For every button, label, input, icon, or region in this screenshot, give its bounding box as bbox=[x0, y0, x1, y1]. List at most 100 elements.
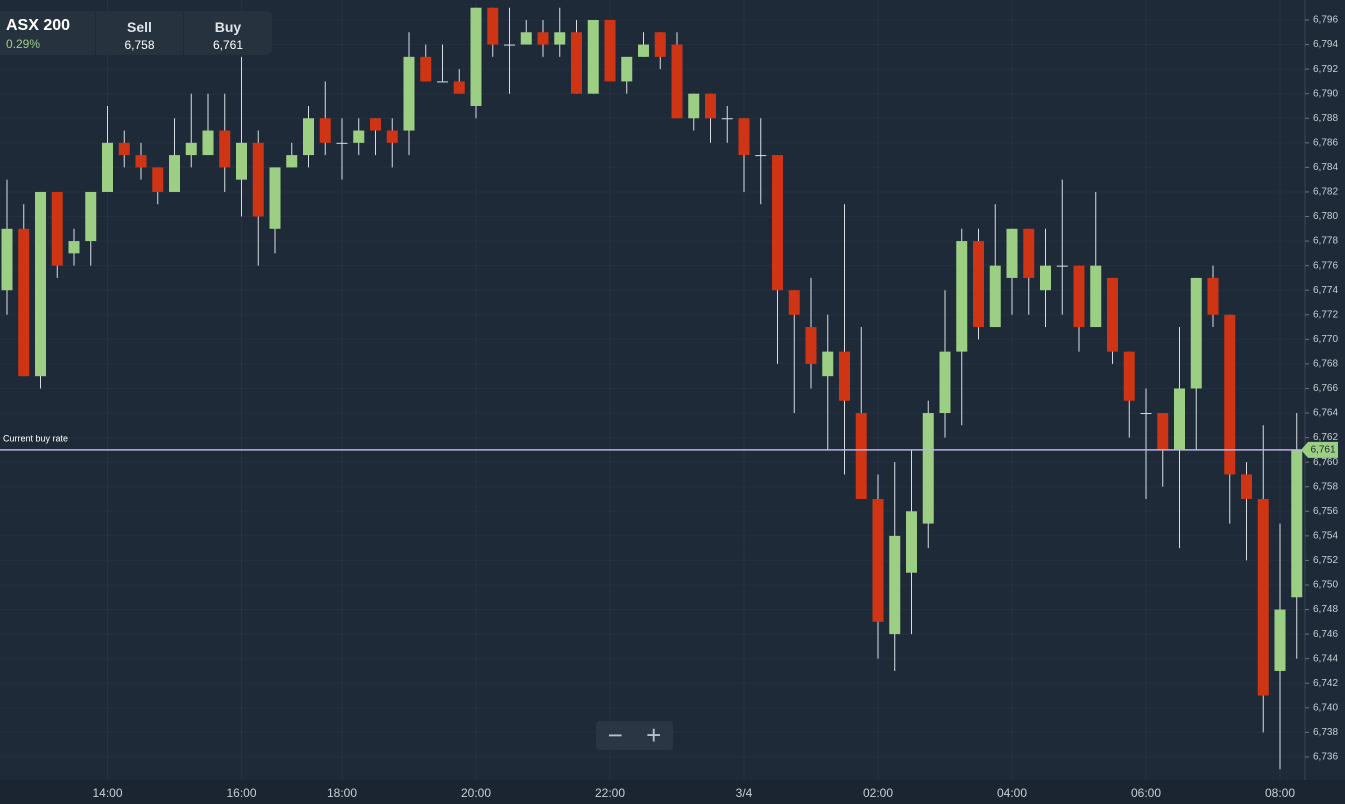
current-rate-tag bbox=[1301, 441, 1338, 458]
candle-body bbox=[1073, 265, 1085, 328]
y-tick-label: 6,764 bbox=[1313, 408, 1338, 419]
y-tick-label: 6,766 bbox=[1313, 383, 1338, 394]
candle-body bbox=[788, 290, 800, 315]
candle-body bbox=[872, 499, 884, 622]
y-tick-label: 6,746 bbox=[1313, 629, 1338, 640]
x-tick-label: 20:00 bbox=[461, 786, 491, 800]
candle-body bbox=[1056, 265, 1068, 267]
candle-body bbox=[118, 142, 130, 156]
x-axis-band bbox=[0, 780, 1345, 804]
candle-body bbox=[839, 351, 850, 401]
candle-body bbox=[939, 351, 951, 414]
instrument-box: ASX 200 0.29% bbox=[0, 11, 96, 55]
candle-body bbox=[1, 228, 13, 291]
candle-body bbox=[956, 241, 968, 352]
candle-body bbox=[51, 191, 63, 266]
candle-body bbox=[135, 155, 147, 168]
y-tick-label: 6,786 bbox=[1313, 137, 1338, 148]
candle-body bbox=[1241, 474, 1252, 500]
candle-body bbox=[437, 81, 448, 83]
candle-body bbox=[68, 241, 80, 254]
y-tick-label: 6,736 bbox=[1313, 752, 1338, 763]
candle-body bbox=[252, 142, 264, 217]
zoom-in[interactable]: + bbox=[646, 720, 662, 750]
buy-button[interactable]: Buy 6,761 bbox=[184, 11, 272, 55]
candle-body bbox=[152, 167, 164, 192]
y-tick-label: 6,756 bbox=[1313, 506, 1338, 517]
candle-body bbox=[1023, 228, 1035, 278]
candle-body bbox=[772, 155, 783, 291]
candle-body bbox=[386, 130, 398, 143]
candle-body bbox=[1040, 265, 1051, 291]
candle-body bbox=[805, 327, 817, 364]
candle-body bbox=[638, 44, 649, 57]
y-tick-label: 6,796 bbox=[1313, 15, 1338, 26]
y-tick-label: 6,770 bbox=[1313, 334, 1338, 345]
y-tick-label: 6,742 bbox=[1313, 678, 1338, 689]
candle-body bbox=[470, 7, 482, 106]
candle-body bbox=[1123, 351, 1135, 401]
candle-body bbox=[1006, 228, 1018, 278]
candle-body bbox=[453, 81, 465, 94]
y-tick-label: 6,792 bbox=[1313, 64, 1338, 75]
candle-body bbox=[1107, 277, 1118, 352]
candle-body bbox=[1257, 499, 1269, 696]
candle-body bbox=[671, 44, 683, 119]
x-tick-label: 22:00 bbox=[595, 786, 625, 800]
y-tick-label: 6,744 bbox=[1313, 653, 1338, 664]
candle-body bbox=[537, 32, 549, 45]
y-tick-label: 6,738 bbox=[1313, 727, 1338, 738]
candle-body bbox=[18, 228, 30, 377]
candle-body bbox=[554, 32, 566, 45]
candle-body bbox=[35, 191, 46, 377]
sell-button[interactable]: Sell 6,758 bbox=[96, 11, 184, 55]
candle-body bbox=[621, 56, 633, 82]
candle-body bbox=[353, 130, 365, 143]
candle-body bbox=[1207, 277, 1219, 315]
y-tick-label: 6,790 bbox=[1313, 88, 1338, 99]
candle-body bbox=[102, 142, 113, 192]
candle-body bbox=[738, 118, 750, 156]
candle-body bbox=[169, 155, 180, 192]
x-tick-label: 04:00 bbox=[997, 786, 1027, 800]
y-tick-label: 6,752 bbox=[1313, 555, 1338, 566]
candle-body bbox=[1291, 449, 1303, 598]
candle-body bbox=[85, 191, 97, 242]
y-tick-label: 6,750 bbox=[1313, 580, 1338, 591]
candle-body bbox=[571, 32, 582, 94]
candle-body bbox=[520, 32, 532, 45]
candle-body bbox=[403, 56, 415, 131]
y-tick-label: 6,748 bbox=[1313, 604, 1338, 615]
candle-body bbox=[889, 535, 901, 635]
candle-body bbox=[336, 142, 348, 144]
candle-body bbox=[705, 93, 716, 119]
candle-body bbox=[1140, 413, 1152, 415]
y-tick-label: 6,772 bbox=[1313, 309, 1338, 320]
candle-body bbox=[269, 167, 281, 229]
y-tick-label: 6,778 bbox=[1313, 236, 1338, 247]
candle-body bbox=[1224, 314, 1236, 475]
y-tick-label: 6,780 bbox=[1313, 211, 1338, 222]
candle-body bbox=[1157, 413, 1169, 450]
candle-body bbox=[487, 7, 499, 45]
x-tick-label: 16:00 bbox=[226, 786, 256, 800]
candle-body bbox=[721, 118, 733, 120]
sell-label: Sell bbox=[127, 19, 152, 35]
candle-body bbox=[319, 118, 331, 143]
candle-body bbox=[973, 241, 984, 328]
y-tick-label: 6,762 bbox=[1313, 432, 1338, 443]
x-tick-label: 02:00 bbox=[863, 786, 893, 800]
zoom-controls: − + bbox=[596, 721, 673, 750]
candle-body bbox=[1090, 265, 1102, 328]
candle-body bbox=[219, 130, 231, 168]
candle-body bbox=[604, 19, 616, 82]
candle-body bbox=[185, 142, 197, 156]
zoom-out[interactable]: − bbox=[607, 720, 623, 750]
y-tick-label: 6,788 bbox=[1313, 113, 1338, 124]
candle-body bbox=[587, 19, 599, 94]
candle-body bbox=[420, 56, 432, 82]
candle-body bbox=[1174, 388, 1185, 450]
candle-body bbox=[922, 413, 934, 524]
